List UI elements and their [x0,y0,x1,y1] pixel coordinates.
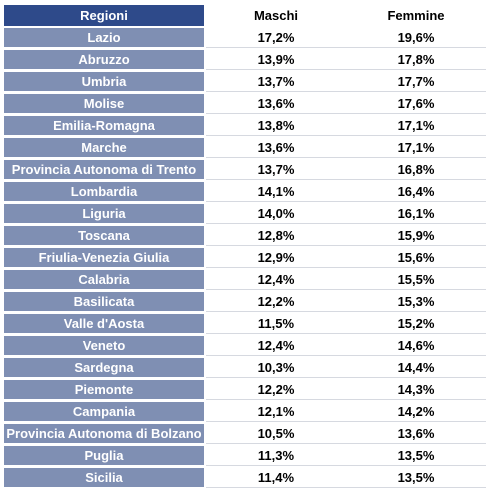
maschi-value-cell: 11,5% [206,314,346,334]
maschi-value-cell: 12,8% [206,226,346,246]
table-row: Puglia 11,3% 13,5% [4,446,486,466]
maschi-value-cell: 12,2% [206,292,346,312]
maschi-value-cell: 12,9% [206,248,346,268]
femmine-value-cell: 16,4% [346,182,486,202]
femmine-value-cell: 17,8% [346,50,486,70]
table-row: Friulia-Venezia Giulia 12,9% 15,6% [4,248,486,268]
maschi-value-cell: 10,5% [206,424,346,444]
femmine-value-cell: 13,5% [346,468,486,488]
table-row: Sicilia 11,4% 13,5% [4,468,486,488]
regions-table: Regioni Maschi Femmine Lazio 17,2% 19,6% Ab… [4,5,486,490]
region-name-cell: Liguria [4,204,204,223]
maschi-value-cell: 11,3% [206,446,346,466]
table-row: Molise 13,6% 17,6% [4,94,486,114]
region-name-cell: Veneto [4,336,204,355]
femmine-value-cell: 15,5% [346,270,486,290]
femmine-value-cell: 15,6% [346,248,486,268]
table-row: Marche 13,6% 17,1% [4,138,486,158]
femmine-value-cell: 16,1% [346,204,486,224]
region-name-cell: Piemonte [4,380,204,399]
table-row: Lazio 17,2% 19,6% [4,28,486,48]
region-name-cell: Lombardia [4,182,204,201]
region-name-cell: Campania [4,402,204,421]
region-name-cell: Toscana [4,226,204,245]
maschi-value-cell: 13,9% [206,50,346,70]
maschi-value-cell: 13,6% [206,138,346,158]
femmine-value-cell: 14,3% [346,380,486,400]
maschi-value-cell: 17,2% [206,28,346,48]
table-row: Valle d'Aosta 11,5% 15,2% [4,314,486,334]
femmine-value-cell: 15,9% [346,226,486,246]
table-row: Lombardia 14,1% 16,4% [4,182,486,202]
table-row: Campania 12,1% 14,2% [4,402,486,422]
maschi-value-cell: 12,1% [206,402,346,422]
femmine-value-cell: 14,4% [346,358,486,378]
maschi-value-cell: 13,7% [206,72,346,92]
femmine-value-cell: 14,6% [346,336,486,356]
table-header-row: Regioni Maschi Femmine [4,5,486,26]
maschi-value-cell: 13,7% [206,160,346,180]
maschi-value-cell: 14,1% [206,182,346,202]
maschi-value-cell: 13,8% [206,116,346,136]
table-row: Calabria 12,4% 15,5% [4,270,486,290]
header-regioni: Regioni [4,5,204,26]
region-name-cell: Friulia-Venezia Giulia [4,248,204,267]
region-name-cell: Abruzzo [4,50,204,69]
femmine-value-cell: 17,7% [346,72,486,92]
region-name-cell: Basilicata [4,292,204,311]
maschi-value-cell: 14,0% [206,204,346,224]
maschi-value-cell: 13,6% [206,94,346,114]
table-body: Lazio 17,2% 19,6% Abruzzo 13,9% 17,8% Umbria 13… [4,28,486,488]
femmine-value-cell: 17,1% [346,116,486,136]
maschi-value-cell: 12,2% [206,380,346,400]
region-name-cell: Provincia Autonoma di Trento [4,160,204,179]
femmine-value-cell: 16,8% [346,160,486,180]
region-name-cell: Emilia-Romagna [4,116,204,135]
region-name-cell: Sicilia [4,468,204,487]
femmine-value-cell: 15,3% [346,292,486,312]
femmine-value-cell: 13,5% [346,446,486,466]
region-name-cell: Marche [4,138,204,157]
region-name-cell: Valle d'Aosta [4,314,204,333]
region-name-cell: Calabria [4,270,204,289]
region-name-cell: Umbria [4,72,204,91]
header-maschi: Maschi [253,8,299,23]
region-name-cell: Lazio [4,28,204,47]
femmine-value-cell: 17,1% [346,138,486,158]
maschi-value-cell: 12,4% [206,270,346,290]
maschi-value-cell: 11,4% [206,468,346,488]
table-row: Basilicata 12,2% 15,3% [4,292,486,312]
header-femmine: Femmine [387,8,445,23]
table-row: Umbria 13,7% 17,7% [4,72,486,92]
femmine-value-cell: 17,6% [346,94,486,114]
femmine-value-cell: 19,6% [346,28,486,48]
region-name-cell: Provincia Autonoma di Bolzano [4,424,204,443]
region-name-cell: Puglia [4,446,204,465]
table-row: Emilia-Romagna 13,8% 17,1% [4,116,486,136]
table-row: Provincia Autonoma di Bolzano 10,5% 13,6% [4,424,486,444]
maschi-value-cell: 10,3% [206,358,346,378]
femmine-value-cell: 14,2% [346,402,486,422]
table-row: Abruzzo 13,9% 17,8% [4,50,486,70]
table-row: Provincia Autonoma di Trento 13,7% 16,8% [4,160,486,180]
femmine-value-cell: 15,2% [346,314,486,334]
table-row: Sardegna 10,3% 14,4% [4,358,486,378]
femmine-value-cell: 13,6% [346,424,486,444]
region-name-cell: Sardegna [4,358,204,377]
table-row: Liguria 14,0% 16,1% [4,204,486,224]
table-row: Veneto 12,4% 14,6% [4,336,486,356]
region-name-cell: Molise [4,94,204,113]
table-row: Piemonte 12,2% 14,3% [4,380,486,400]
maschi-value-cell: 12,4% [206,336,346,356]
table-row: Toscana 12,8% 15,9% [4,226,486,246]
